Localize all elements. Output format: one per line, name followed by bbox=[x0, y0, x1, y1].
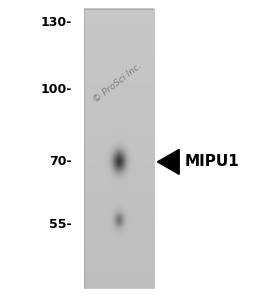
Polygon shape bbox=[157, 149, 179, 174]
Text: © ProSci Inc.: © ProSci Inc. bbox=[92, 61, 144, 105]
Text: 70-: 70- bbox=[49, 155, 72, 168]
Bar bbox=[84, 9, 154, 288]
Text: MIPU1: MIPU1 bbox=[184, 154, 239, 169]
Text: 130-: 130- bbox=[40, 16, 72, 29]
Text: 100-: 100- bbox=[40, 83, 72, 96]
Text: 55-: 55- bbox=[49, 218, 72, 231]
